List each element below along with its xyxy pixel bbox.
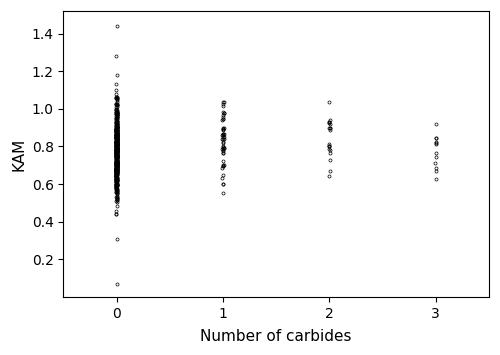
X-axis label: Number of carbides: Number of carbides xyxy=(200,329,352,344)
Y-axis label: KAM: KAM xyxy=(11,137,26,171)
